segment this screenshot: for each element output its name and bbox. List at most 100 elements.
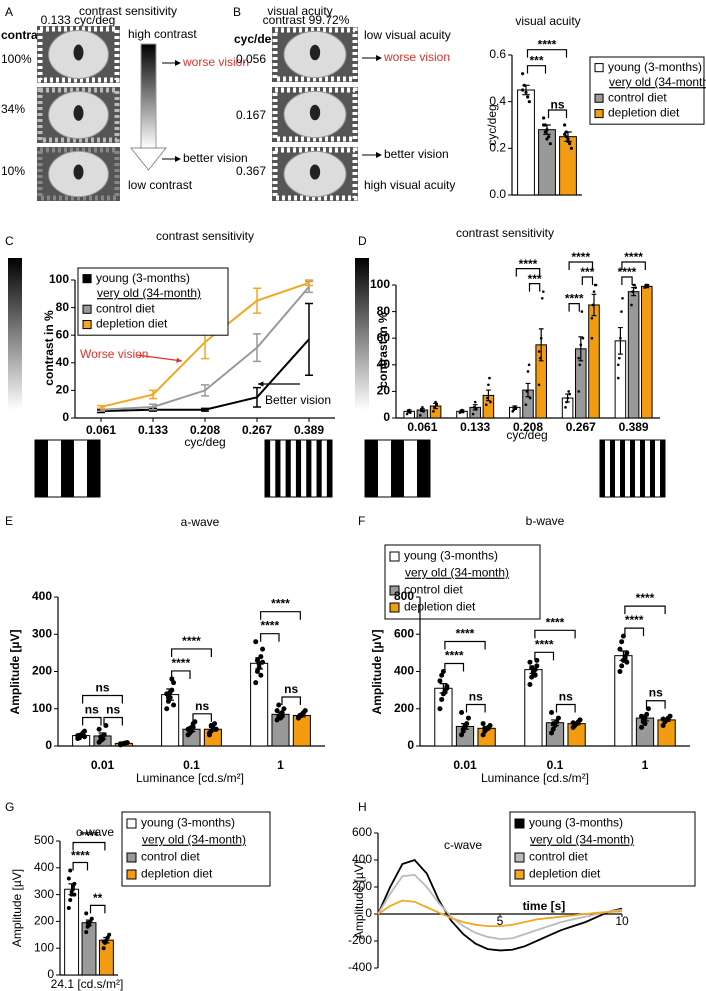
significance-bracket (528, 283, 541, 292)
photo-stripes (37, 26, 120, 83)
data-point (624, 659, 630, 665)
error-bar (98, 732, 107, 740)
grating-stripe (326, 440, 332, 497)
error-bar (529, 665, 538, 674)
y-tick-label: 0.0 (489, 187, 506, 201)
y-tick-label: 400 (394, 664, 414, 678)
data-point (624, 650, 630, 656)
data-point (592, 290, 596, 293)
panel-subtitle: contrast 99.72% (263, 13, 350, 27)
series-line (377, 899, 623, 928)
y-tick-label: 0.2 (489, 141, 506, 155)
error-bar (538, 328, 544, 362)
data-point (630, 303, 633, 307)
data-point (577, 356, 580, 360)
x-tick-label: 0.01 (453, 758, 477, 772)
chart-title: contrast sensitivity (156, 229, 254, 243)
photo-mouse (73, 164, 84, 180)
photo-stripes (272, 87, 358, 142)
data-point (620, 310, 623, 313)
error-bar (591, 293, 597, 317)
error-bar (201, 384, 209, 397)
significance-label: **** (565, 292, 584, 306)
series-line (377, 858, 623, 952)
x-axis-label: Luminance [cd.s/m²] (481, 771, 589, 785)
error-bar (631, 287, 636, 297)
worse-vision-label: worse vision (383, 50, 450, 64)
x-tick-label: 10 (615, 914, 629, 928)
significance-bracket (555, 703, 576, 713)
y-tick-label: 400 (32, 589, 52, 603)
contrast-gradient (8, 258, 22, 410)
data-point (563, 132, 567, 136)
legend-swatch (126, 818, 137, 829)
error-bar (525, 382, 531, 398)
data-point (547, 135, 551, 139)
data-point (66, 906, 71, 910)
error-bar (662, 718, 671, 722)
data-point (590, 316, 594, 320)
x-axis-label: 24.1 [cd.s/m²] (51, 977, 124, 991)
y-tick-label: 60 (56, 327, 70, 341)
panel-letter: D (358, 234, 367, 248)
grating-stripe (610, 440, 615, 497)
data-point (581, 336, 585, 340)
significance-bracket (82, 716, 102, 726)
legend-label: young (3-months) (529, 816, 623, 830)
y-tick-label: -400 (348, 960, 372, 974)
data-point (96, 726, 102, 732)
legend-swatch (514, 818, 525, 829)
data-point (260, 659, 266, 665)
significance-label: **** (625, 613, 644, 627)
y-axis-label: Amplitude [µV] (370, 630, 384, 715)
legend-label: control diet (529, 850, 588, 864)
error-bar (305, 302, 313, 376)
y-tick-label: 0.6 (489, 47, 506, 61)
error-bar (149, 389, 157, 400)
worse-vision-label: worse vision (182, 55, 249, 69)
gradient-arrow (129, 147, 168, 171)
significance-label: **** (71, 848, 90, 862)
significance-bracket (645, 700, 666, 709)
data-point (437, 678, 443, 684)
error-bar (77, 733, 85, 739)
chart-title: a-wave (181, 515, 220, 529)
chart-title: contrast sensitivity (456, 226, 554, 240)
data-point (527, 363, 531, 367)
significance-bracket (547, 109, 568, 118)
x-axis-label: cyc/deg (506, 428, 547, 442)
legend-swatch (389, 551, 400, 562)
data-point (549, 730, 555, 736)
significance-bracket (581, 276, 594, 285)
y-tick-label: 100 (370, 277, 390, 291)
data-point (68, 868, 73, 873)
y-tick-label: 0 (45, 738, 52, 752)
legend-swatch (514, 869, 525, 880)
x-tick-label: 0.133 (138, 423, 168, 437)
grating-stripe (417, 440, 430, 497)
chart-title: c-wave (76, 825, 114, 839)
significance-bracket (281, 696, 301, 706)
error-bar (406, 409, 412, 414)
data-point (171, 680, 177, 686)
significance-label: *** (529, 53, 543, 67)
grating-stripe (87, 440, 100, 497)
grating-stripe (630, 440, 635, 497)
data-point (567, 390, 570, 393)
data-point (101, 946, 106, 951)
error-bar (253, 333, 261, 363)
y-tick-label: 0 (47, 967, 54, 981)
bar (657, 719, 676, 747)
y-tick-label: 800 (394, 589, 414, 603)
data-point (206, 730, 212, 736)
significance-bracket (568, 261, 594, 270)
data-point (84, 911, 89, 916)
x-tick-label: 1 (277, 758, 284, 772)
significance-label: **** (456, 626, 475, 640)
row-label: 0.367 (236, 164, 266, 178)
panel-letter: F (358, 514, 365, 528)
data-point (281, 706, 287, 712)
bar (64, 888, 80, 976)
significance-bracket (171, 670, 191, 679)
